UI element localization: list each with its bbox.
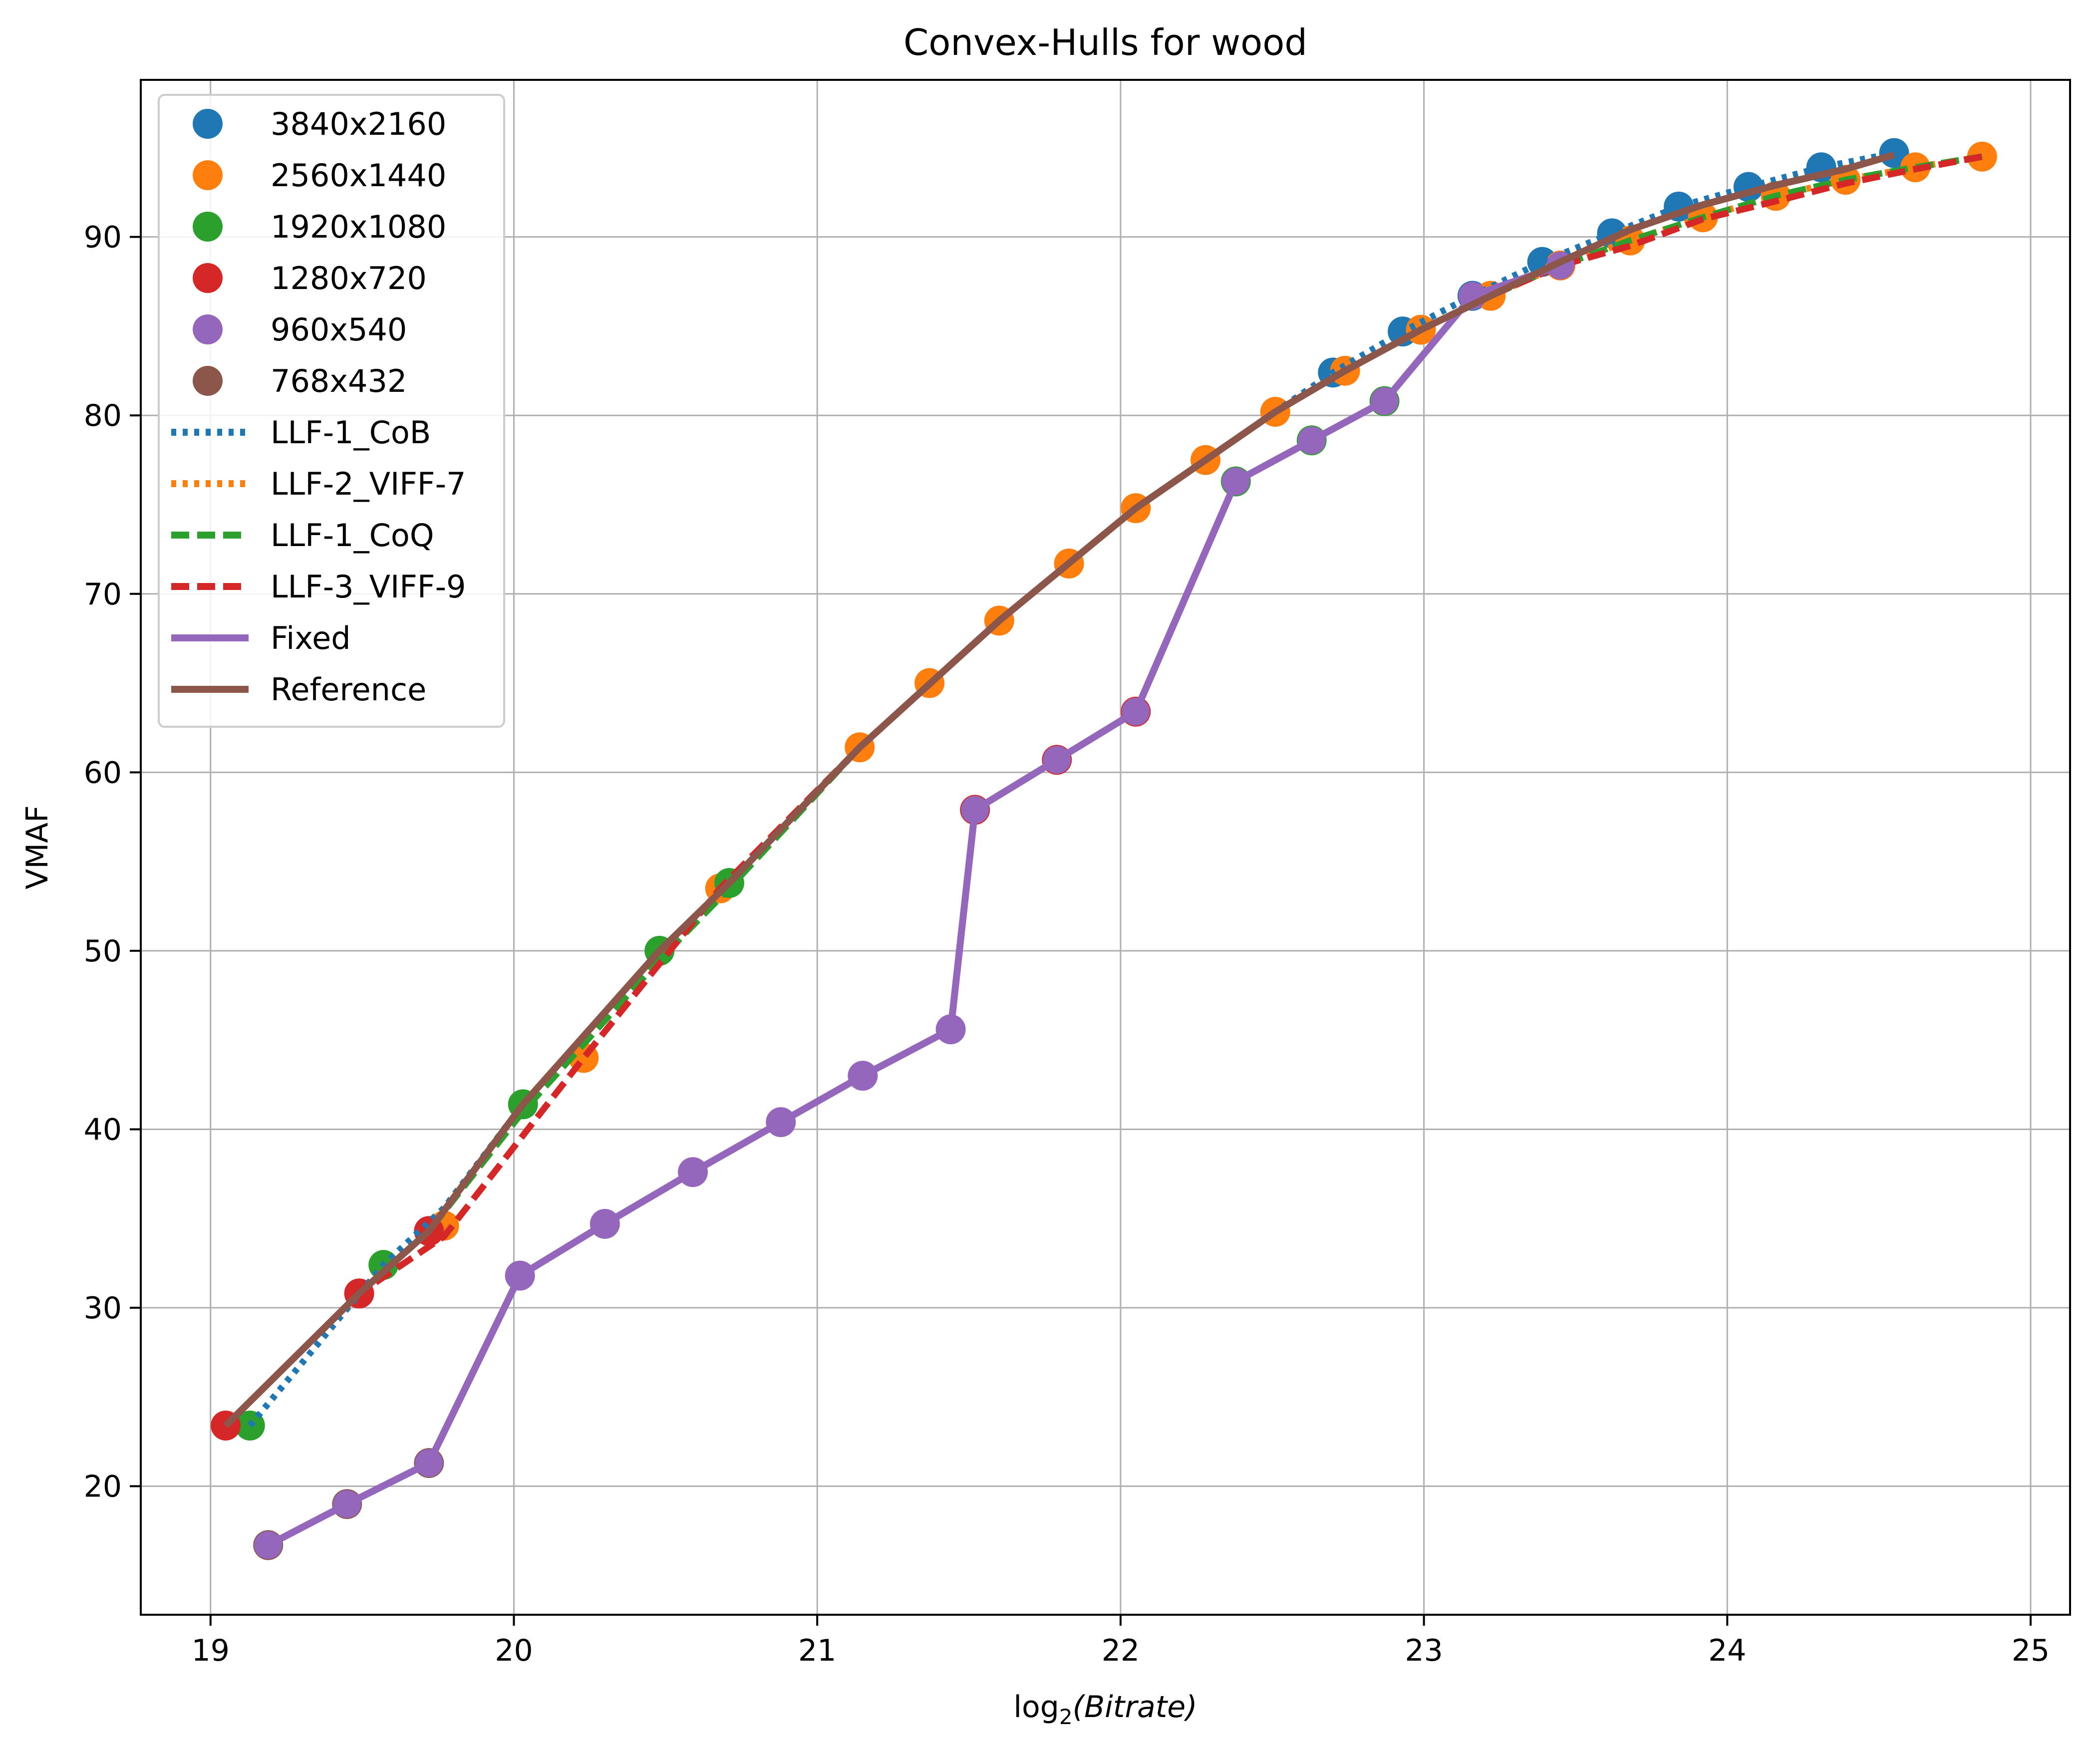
legend-entry: 3840x2160: [193, 106, 446, 142]
line-marker: [1297, 426, 1326, 455]
legend-entry: LLF-3_VIFF-9: [171, 569, 466, 605]
legend-label: 960x540: [271, 311, 407, 348]
legend-entry: LLF-1_CoB: [171, 414, 431, 451]
x-axis-label: log2(Bitrate): [1013, 1690, 1197, 1729]
y-tick-label: 60: [84, 755, 122, 790]
legend-label: 768x432: [271, 363, 407, 399]
legend-label: 1920x1080: [271, 209, 446, 245]
scatter-point: [235, 1410, 265, 1441]
y-tick-label: 80: [84, 398, 122, 433]
legend-entry: 1920x1080: [193, 209, 446, 245]
x-tick-label: 20: [495, 1633, 533, 1668]
legend-label: 3840x2160: [271, 106, 446, 142]
line-marker: [1122, 697, 1150, 726]
line-marker: [1370, 387, 1399, 415]
line-marker: [1221, 467, 1250, 496]
line-marker: [333, 1490, 361, 1518]
legend-entry: 1280x720: [193, 260, 427, 296]
legend-box: [158, 94, 505, 728]
legend-entry: Fixed: [171, 620, 351, 656]
x-axis-label-subscript: 2: [1059, 1705, 1073, 1729]
legend-marker: [193, 160, 223, 190]
legend-label: LLF-2_VIFF-7: [271, 466, 466, 502]
line-series-Reference: [223, 151, 1895, 1428]
line-marker: [1043, 746, 1071, 774]
chart-title: Convex-Hulls for wood: [903, 21, 1307, 63]
y-tick-label: 40: [84, 1112, 122, 1147]
legend-label: LLF-3_VIFF-9: [271, 569, 466, 605]
legend-label: 1280x720: [271, 260, 427, 296]
x-tick-label: 25: [2012, 1633, 2050, 1668]
legend-entry: 2560x1440: [193, 157, 446, 194]
x-tick-label: 24: [1708, 1633, 1746, 1668]
line-marker: [849, 1062, 877, 1090]
x-tick-label: 21: [798, 1633, 836, 1668]
series-line: [223, 153, 1983, 1428]
legend-marker: [193, 109, 223, 139]
y-axis-ticks: 20 30 40 50 60 70 80 90: [84, 220, 141, 1504]
y-tick-label: 20: [84, 1469, 122, 1504]
x-axis-ticks: 19 20 21 22 23 24 25: [192, 1615, 2050, 1668]
legend-entry: 768x432: [193, 363, 407, 399]
line-series-Fixed: [254, 251, 1575, 1559]
x-tick-label: 22: [1102, 1633, 1140, 1668]
legend-entry: LLF-2_VIFF-7: [171, 466, 466, 502]
line-marker: [254, 1531, 283, 1559]
legend-marker: [193, 314, 223, 344]
legend-entry: 960x540: [193, 311, 407, 348]
x-tick-label: 23: [1405, 1633, 1443, 1668]
line-marker: [415, 1449, 443, 1477]
line-marker: [961, 796, 989, 824]
series-layer: [211, 138, 1997, 1560]
line-marker: [679, 1158, 707, 1186]
legend-label: Fixed: [271, 620, 351, 656]
line-marker: [936, 1015, 965, 1044]
legend-label: Reference: [271, 671, 426, 708]
y-axis-label: VMAF: [20, 805, 55, 889]
grid: [141, 80, 2070, 1615]
y-tick-label: 30: [84, 1291, 122, 1326]
line-series-LLF-1_CoQ: [223, 153, 1983, 1428]
legend-marker: [193, 366, 223, 396]
x-axis-label-prefix: log: [1013, 1690, 1059, 1725]
legend-label: 2560x1440: [271, 157, 446, 194]
legend-entry: LLF-1_CoQ: [171, 517, 434, 554]
y-tick-label: 70: [84, 577, 122, 612]
plot-frame: [140, 79, 2071, 1616]
x-tick-label: 19: [192, 1633, 230, 1668]
legend-marker: [193, 263, 223, 293]
legend: 3840x2160 2560x1440 1920x1080 1280x720 960x5…: [158, 94, 505, 728]
legend-entry: Reference: [171, 671, 426, 708]
line-marker: [767, 1108, 795, 1137]
legend-label: LLF-1_CoQ: [271, 517, 434, 554]
legend-marker: [193, 212, 223, 242]
series-line: [223, 151, 1895, 1428]
y-tick-label: 50: [84, 934, 122, 969]
line-marker: [506, 1261, 534, 1290]
x-axis-label-argument: (Bitrate): [1073, 1690, 1198, 1725]
line-marker: [591, 1209, 619, 1238]
legend-label: LLF-1_CoB: [271, 414, 431, 451]
y-tick-label: 90: [84, 220, 122, 255]
